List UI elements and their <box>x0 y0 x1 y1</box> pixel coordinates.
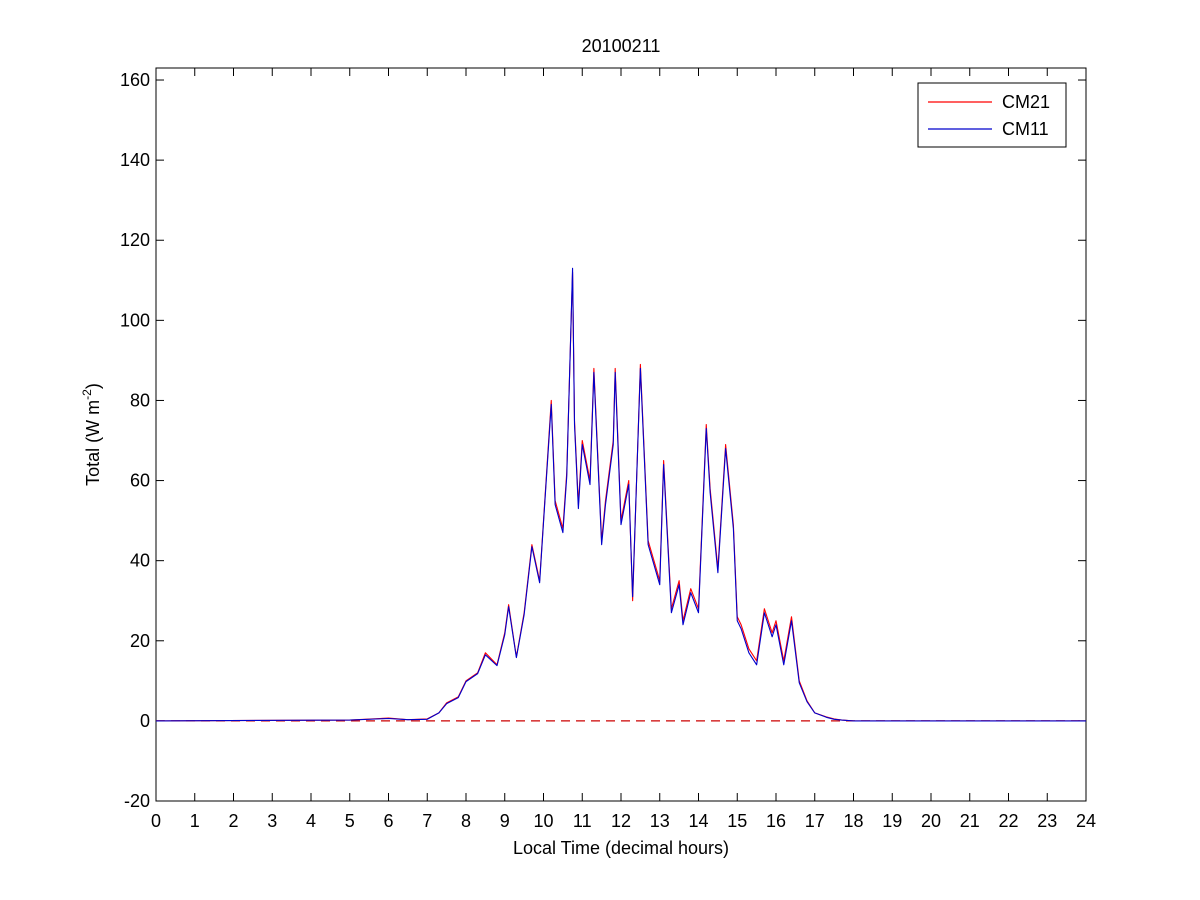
x-tick-label: 24 <box>1076 811 1096 831</box>
x-tick-label: 12 <box>611 811 631 831</box>
y-tick-label: 20 <box>130 631 150 651</box>
x-tick-label: 8 <box>461 811 471 831</box>
y-tick-label: 60 <box>130 471 150 491</box>
axis-ticks: 0 1 2 3 4 5 6 7 8 9 10 11 12 13 14 15 16 17 18 19 20 21 22 23 24… <box>120 68 1096 831</box>
x-tick-label: 13 <box>650 811 670 831</box>
legend-label-cm21: CM21 <box>1002 92 1050 112</box>
legend-box <box>917 82 1067 148</box>
x-tick-label: 11 <box>573 811 592 831</box>
x-tick-label: 2 <box>228 811 238 831</box>
plot-area <box>155 67 1087 802</box>
y-tick-label: 160 <box>120 70 150 90</box>
x-tick-label: 19 <box>882 811 902 831</box>
x-tick-label: 7 <box>422 811 432 831</box>
y-axis-label: Total (W m-2) <box>80 383 103 486</box>
data-series <box>155 267 1086 722</box>
legend-label-cm11: CM11 <box>1002 119 1049 139</box>
plot-frame <box>155 67 1087 802</box>
x-tick-label: 17 <box>805 811 825 831</box>
x-tick-label: 21 <box>960 811 980 831</box>
x-tick-label: 3 <box>267 811 277 831</box>
legend: CM21 CM11 <box>917 82 1067 148</box>
y-tick-label: 40 <box>130 551 150 571</box>
x-tick-label: 22 <box>998 811 1018 831</box>
y-tick-label: 120 <box>120 230 150 250</box>
x-tick-label: 20 <box>921 811 941 831</box>
y-axis-label-superscript: -2 <box>80 389 94 400</box>
y-axis-label-text: Total (W m <box>83 400 103 486</box>
y-tick-label: 0 <box>140 711 150 731</box>
y-tick-label: 100 <box>120 310 150 330</box>
x-tick-label: 18 <box>843 811 863 831</box>
x-tick-label: 14 <box>688 811 708 831</box>
x-tick-label: 6 <box>383 811 393 831</box>
chart-title: 20100211 <box>582 36 661 56</box>
x-tick-label: 15 <box>727 811 747 831</box>
y-tick-label: -20 <box>124 791 150 811</box>
y-axis-label-suffix: ) <box>83 383 103 389</box>
x-tick-label: 5 <box>345 811 355 831</box>
x-axis-label: Local Time (decimal hours) <box>513 838 729 858</box>
x-tick-label: 4 <box>306 811 316 831</box>
x-tick-label: 16 <box>766 811 786 831</box>
y-tick-label: 140 <box>120 150 150 170</box>
x-tick-label: 0 <box>151 811 161 831</box>
y-tick-label: 80 <box>130 390 150 410</box>
x-tick-label: 10 <box>533 811 553 831</box>
x-tick-label: 1 <box>190 811 200 831</box>
x-tick-label: 23 <box>1037 811 1057 831</box>
series-line-cm11 <box>155 267 1086 722</box>
x-tick-label: 9 <box>500 811 510 831</box>
